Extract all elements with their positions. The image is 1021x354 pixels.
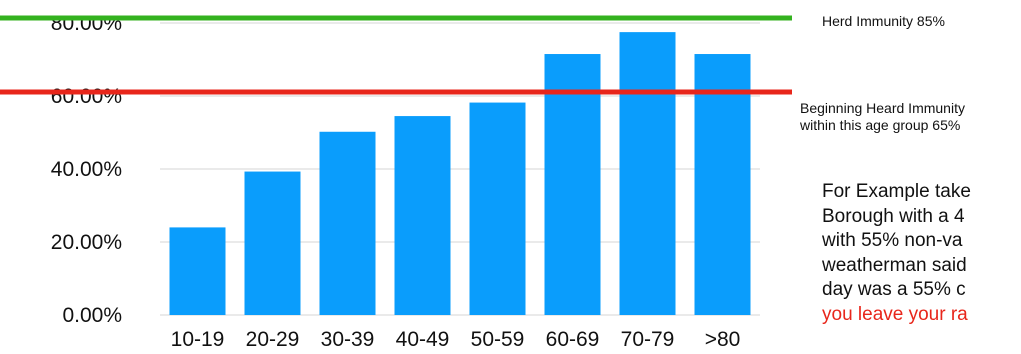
x-tick-label: 50-59 (471, 328, 525, 351)
bar (394, 116, 451, 315)
x-tick-label: 30-39 (321, 328, 375, 351)
x-tick-label: 20-29 (246, 328, 300, 351)
herd-immunity-label: Herd Immunity 85% (822, 13, 945, 29)
bar (544, 54, 601, 316)
y-tick-label: 20.00% (51, 231, 122, 254)
bar (169, 227, 226, 315)
beginning-herd-immunity-label-line2: within this age group 65% (800, 117, 961, 133)
bar (244, 171, 301, 315)
y-tick-label: 0.00% (62, 304, 122, 327)
x-axis-tick-labels: 10-19 20-29 30-39 40-49 50-59 60-69 70-79 >80 (171, 328, 741, 351)
y-tick-label: 60.00% (51, 85, 122, 108)
note-line-4: weatherman said (822, 254, 967, 276)
example-note: For Example take Borough with a 4 with 5… (822, 180, 1021, 327)
note-line-3: with 55% non-va (822, 230, 963, 251)
x-tick-label: 10-19 (171, 328, 225, 351)
x-tick-label: 40-49 (396, 328, 450, 351)
note-line-2: Borough with a 4 (822, 205, 965, 227)
reference-lines (0, 15, 792, 95)
beginning-herd-immunity-label: Beginning Heard Immunity within this age… (800, 100, 965, 134)
x-tick-label: 70-79 (621, 328, 675, 351)
y-tick-label: 40.00% (51, 158, 122, 181)
bar (319, 131, 376, 315)
bar (469, 102, 526, 315)
x-tick-label: 60-69 (546, 328, 600, 351)
y-axis-tick-labels: 0.00% 20.00% 40.00% 60.00% 80.00% (51, 12, 122, 327)
bar (619, 32, 676, 315)
bar (694, 54, 751, 316)
note-line-5: day was a 55% c (822, 279, 966, 300)
note-line-6: you leave your ra (822, 303, 968, 325)
x-tick-label: >80 (705, 328, 741, 351)
bars (169, 32, 751, 316)
note-line-1: For Example take (822, 181, 971, 202)
y-tick-label: 80.00% (51, 12, 122, 35)
beginning-herd-immunity-label-line1: Beginning Heard Immunity (800, 100, 965, 116)
